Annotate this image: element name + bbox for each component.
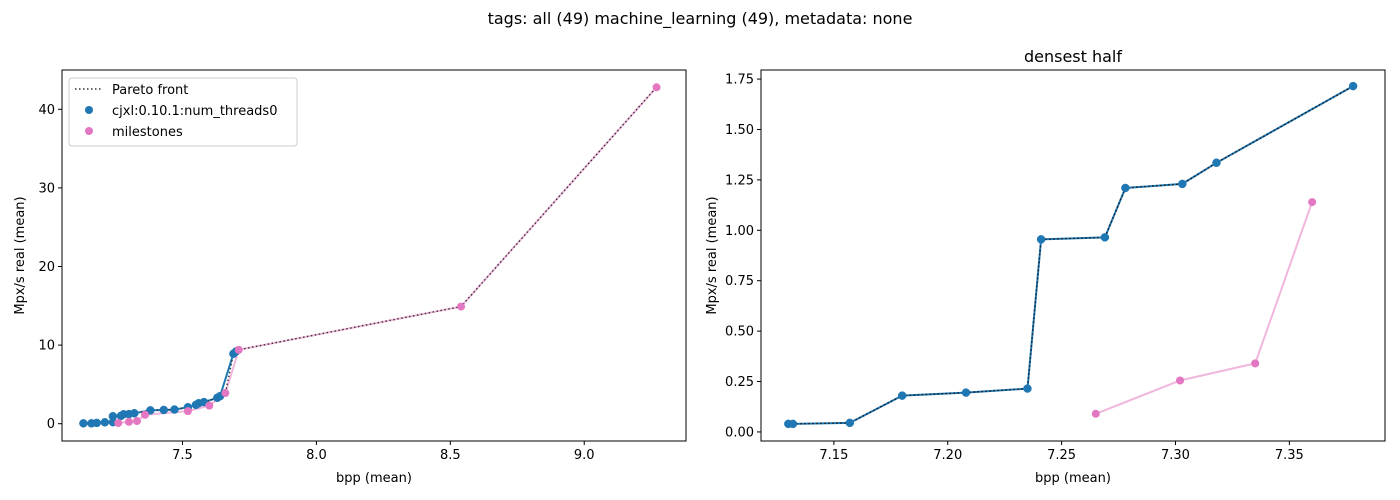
left-x-tick-label: 7.5 xyxy=(172,448,193,463)
milestone-point xyxy=(1091,409,1100,418)
left-y-tick-label: 0 xyxy=(47,417,55,432)
milestone-point xyxy=(652,83,661,92)
milestone-point xyxy=(114,419,123,428)
right-y-tick-label: 1.25 xyxy=(725,173,754,188)
milestones-line xyxy=(1095,201,1314,415)
cjxl-point xyxy=(92,418,102,428)
cjxl-point xyxy=(130,409,139,418)
milestone-point xyxy=(457,302,466,311)
milestone-point xyxy=(1308,198,1317,207)
cjxl-point xyxy=(170,405,179,414)
right-plot-area xyxy=(784,81,1358,429)
right-chart-title: densest half xyxy=(1024,47,1122,66)
cjxl-point xyxy=(100,418,110,427)
right-y-tick-label: 1.75 xyxy=(725,73,754,88)
right-plot-frame xyxy=(760,69,1386,442)
legend-box xyxy=(68,77,298,147)
cjxl-point xyxy=(108,411,118,421)
right-y-tick-label: 0.00 xyxy=(725,425,754,440)
cjxl-point xyxy=(845,418,855,428)
milestone-point xyxy=(183,407,192,416)
cjxl-point xyxy=(79,419,88,428)
right-y-tick-label: 1.00 xyxy=(725,224,754,239)
cjxl-point xyxy=(961,388,971,397)
milestone-point xyxy=(234,345,243,354)
cjxl-point xyxy=(1023,384,1032,393)
legend-pareto-label: Pareto front xyxy=(112,83,188,98)
cjxl-point xyxy=(1348,81,1358,91)
legend-milestones-swatch xyxy=(85,127,93,135)
right-x-tick-label: 7.35 xyxy=(1275,448,1304,463)
right-axes: 7.15 7.20 7.25 7.30 7.35 0.00 0.25 0.50 0.75 1.00… xyxy=(725,73,1304,463)
milestone-point xyxy=(1251,359,1260,368)
milestone-point xyxy=(132,417,141,426)
left-x-tick-label: 8.5 xyxy=(440,448,461,463)
right-x-tick-label: 7.20 xyxy=(933,448,962,463)
right-x-tick-label: 7.25 xyxy=(1047,448,1076,463)
cjxl-point xyxy=(159,405,169,415)
cjxl-point xyxy=(1036,235,1046,244)
left-y-tick-label: 30 xyxy=(38,181,55,196)
left-x-tick-label: 9.0 xyxy=(574,448,595,463)
right-x-tick-label: 7.30 xyxy=(1161,448,1190,463)
legend-cjxl-swatch xyxy=(85,106,93,114)
right-y-tick-label: 0.25 xyxy=(725,375,754,390)
milestone-point xyxy=(221,389,230,398)
cjxl-point xyxy=(788,419,798,429)
cjxl-point xyxy=(1212,158,1221,167)
right-y-axis-label: Mpx/s real (mean) xyxy=(705,196,720,314)
pareto-front-line xyxy=(788,85,1354,425)
right-y-tick-label: 1.50 xyxy=(725,123,754,138)
chart-all: 7.5 8.0 8.5 9.0 0 10 20 30 40 bpp (mean) Mpx/s r… xyxy=(13,69,687,486)
chart-densest-half: 7.15 7.20 7.25 7.30 7.35 0.00 0.25 0.50 0.75 1.00… xyxy=(705,47,1386,486)
left-y-tick-label: 40 xyxy=(38,103,55,118)
milestone-point xyxy=(205,401,214,410)
cjxl-point xyxy=(1178,179,1187,189)
left-y-tick-label: 10 xyxy=(38,339,55,354)
left-plot-area xyxy=(79,83,661,428)
left-x-axis-label: bpp (mean) xyxy=(336,471,412,486)
right-y-tick-label: 0.75 xyxy=(725,274,754,289)
right-x-axis-label: bpp (mean) xyxy=(1035,471,1111,486)
legend-milestones-label: milestones xyxy=(112,125,183,140)
cjxl-point xyxy=(897,391,907,400)
left-y-axis-label: Mpx/s real (mean) xyxy=(13,196,28,314)
milestone-point xyxy=(124,417,133,426)
right-x-tick-label: 7.15 xyxy=(819,448,848,463)
left-y-tick-label: 20 xyxy=(38,260,55,275)
left-plot-frame xyxy=(61,69,687,442)
legend: Pareto front cjxl:0.10.1:num_threads0 mi… xyxy=(68,77,298,147)
legend-cjxl-label: cjxl:0.10.1:num_threads0 xyxy=(112,104,277,119)
milestone-point xyxy=(1176,376,1185,385)
cjxl-point xyxy=(1121,183,1130,193)
right-y-tick-label: 0.50 xyxy=(725,325,754,340)
cjxl-point xyxy=(1100,233,1110,242)
left-axes: 7.5 8.0 8.5 9.0 0 10 20 30 40 xyxy=(38,103,594,463)
left-x-tick-label: 8.0 xyxy=(306,448,327,463)
figure-title: tags: all (49) machine_learning (49), me… xyxy=(488,9,913,29)
cjxl-point xyxy=(146,406,155,415)
milestone-point xyxy=(141,410,150,419)
